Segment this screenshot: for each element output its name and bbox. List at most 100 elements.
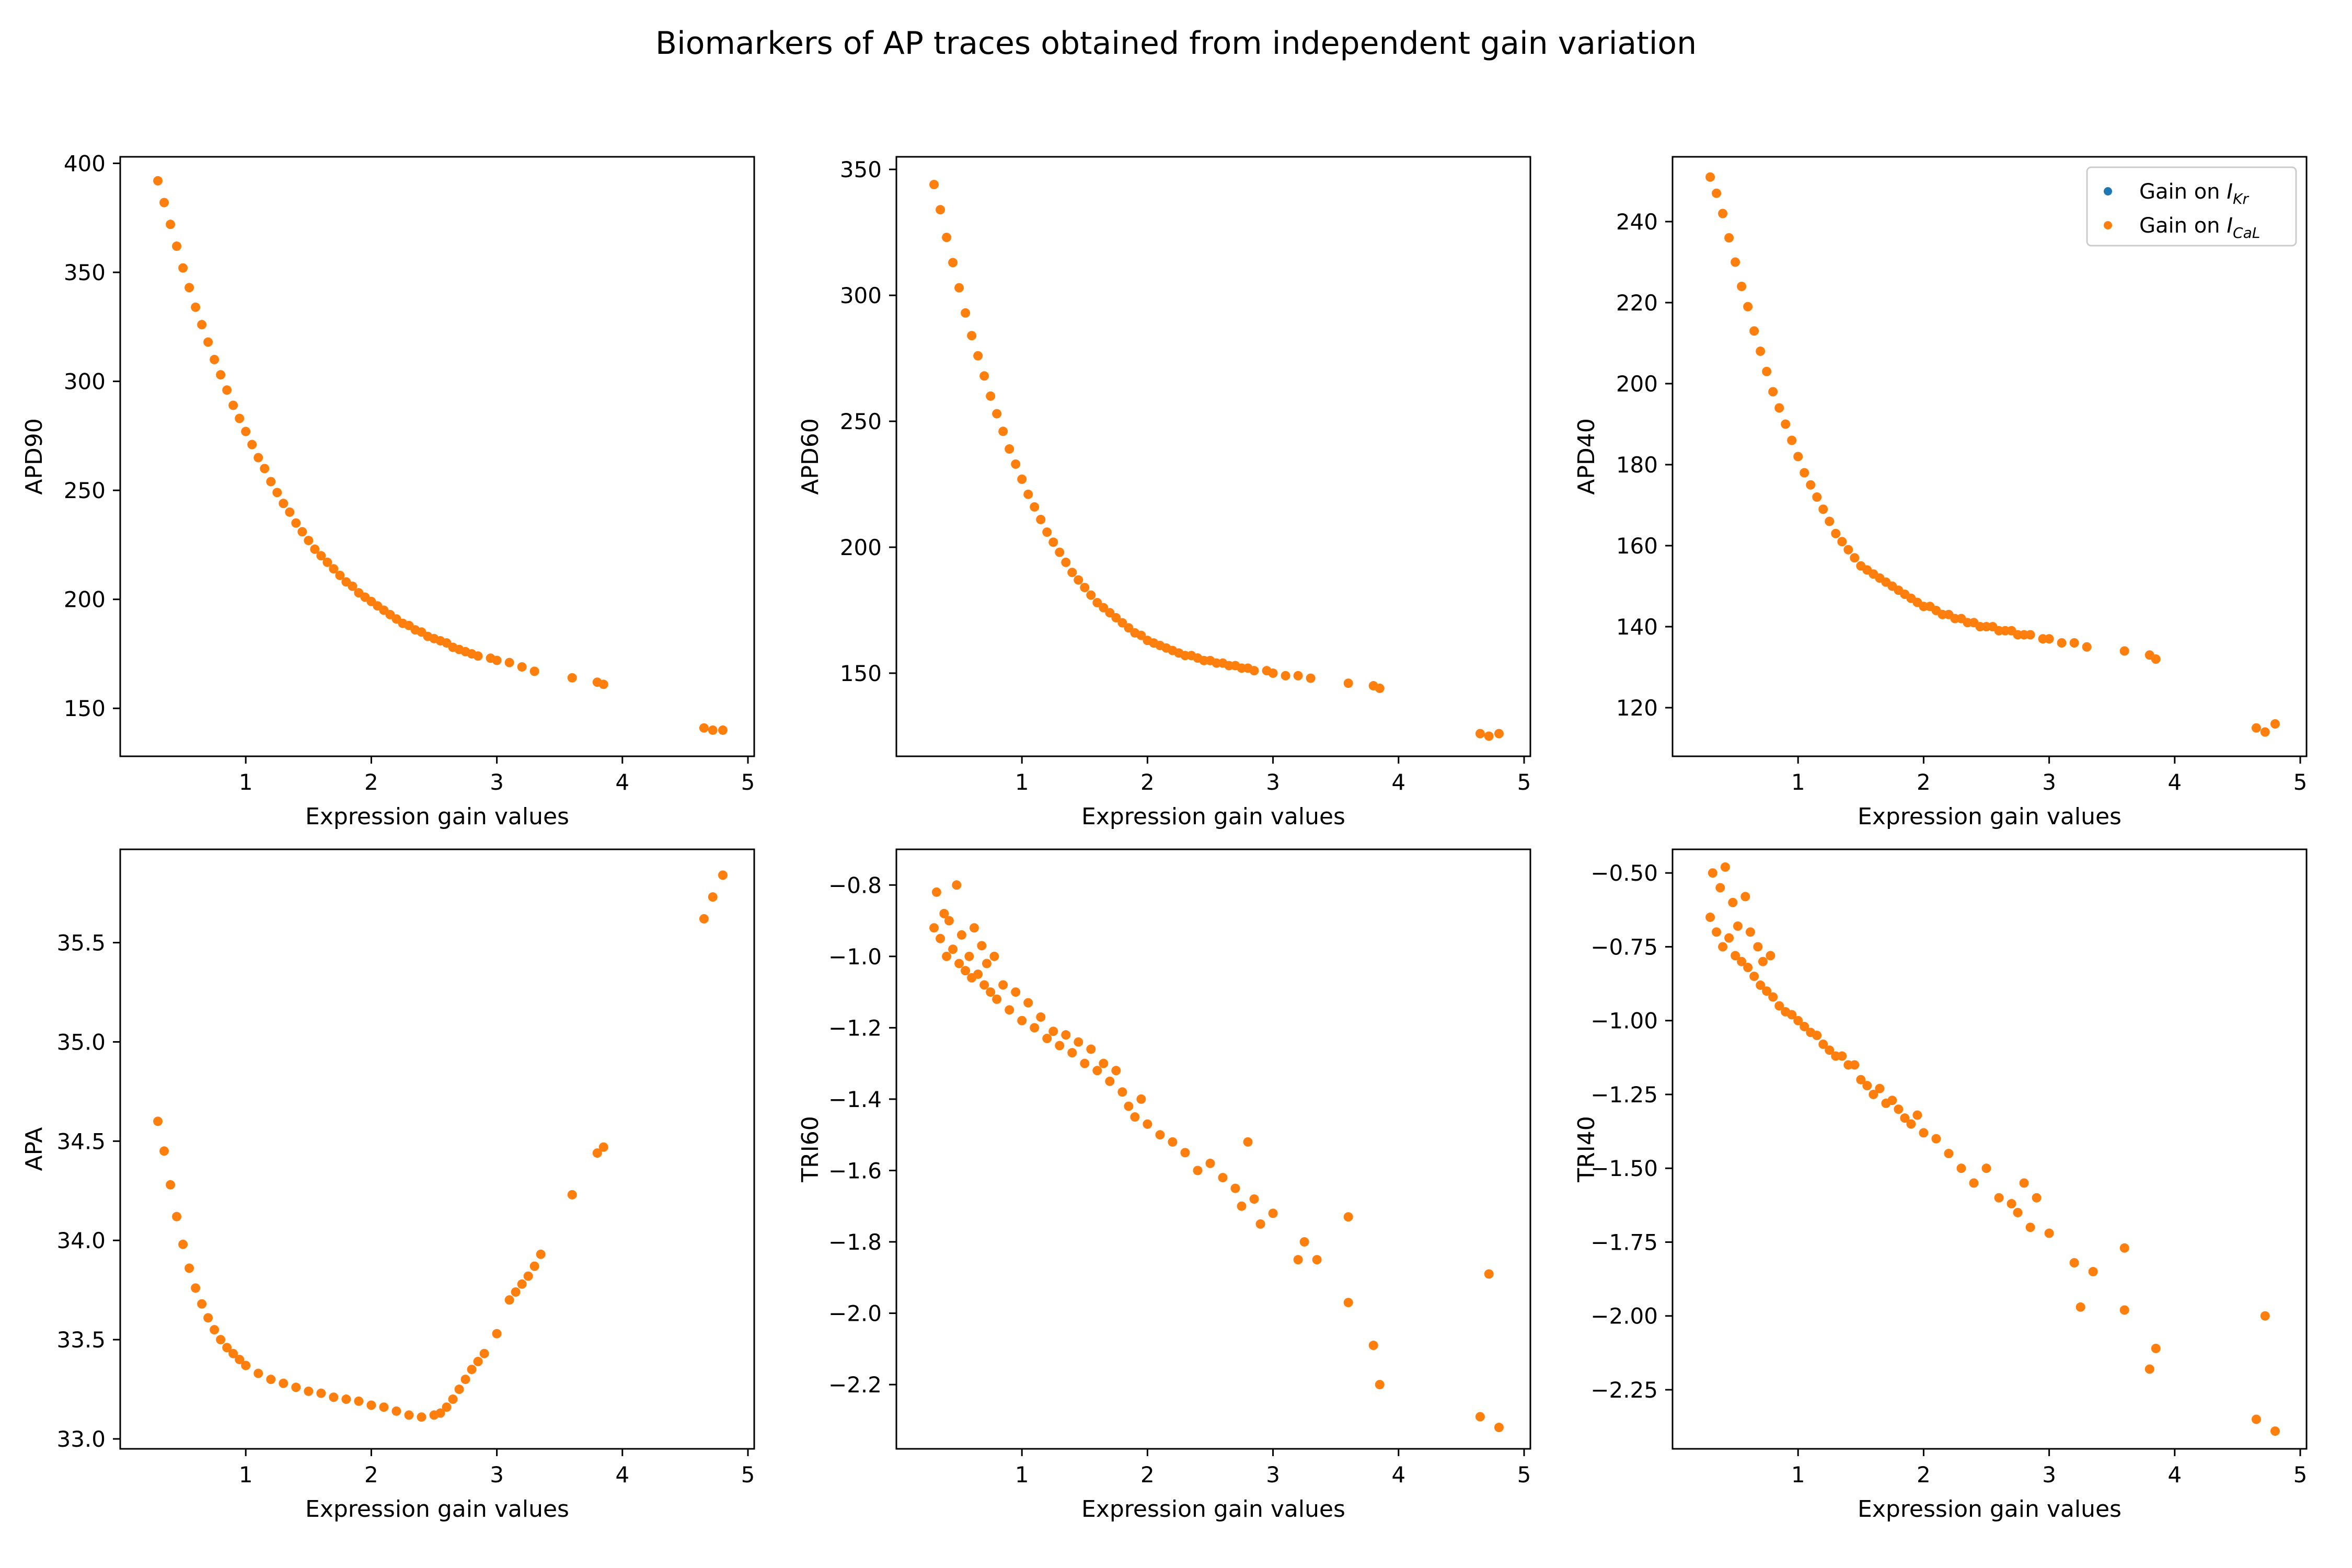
data-point <box>708 725 718 735</box>
data-point <box>2088 1266 2098 1276</box>
y-tick-label: 140 <box>1616 614 1658 640</box>
data-point <box>1237 1201 1247 1211</box>
data-point <box>954 959 964 969</box>
x-tick-label: 3 <box>2042 769 2056 795</box>
y-tick-label: −1.00 <box>1590 1008 1658 1034</box>
legend-marker <box>2104 221 2112 229</box>
series-ical <box>1705 862 2280 1436</box>
data-point <box>2069 638 2079 648</box>
data-point <box>1343 678 1353 688</box>
data-point <box>1724 233 1734 243</box>
data-point <box>1749 326 1759 336</box>
data-point <box>504 658 514 667</box>
data-point <box>1812 492 1822 502</box>
data-point <box>1036 1012 1046 1022</box>
data-point <box>2025 1223 2035 1232</box>
data-point <box>1074 575 1083 585</box>
data-point <box>1042 1033 1052 1043</box>
data-point <box>1956 1163 1966 1173</box>
y-tick-label: −1.25 <box>1590 1082 1658 1108</box>
data-point <box>216 1335 226 1345</box>
axes-frame <box>895 156 1531 757</box>
data-point <box>1086 1044 1096 1054</box>
data-point <box>1793 1016 1803 1025</box>
y-tick-label: 35.0 <box>56 1029 106 1055</box>
data-point <box>291 518 301 528</box>
data-point <box>1774 403 1784 413</box>
data-point <box>191 1283 201 1293</box>
axes-frame <box>119 156 755 757</box>
data-point <box>310 544 320 554</box>
y-tick-label: −1.50 <box>1590 1156 1658 1181</box>
data-point <box>1475 1412 1485 1422</box>
y-tick-label: 150 <box>840 661 882 686</box>
legend: Gain on IKr Gain on ICaL <box>2086 166 2297 247</box>
data-point <box>942 951 952 961</box>
data-point <box>1906 1119 1916 1129</box>
data-point <box>1812 1030 1822 1040</box>
data-point <box>1825 1045 1835 1055</box>
data-point <box>153 176 163 186</box>
subplot-apd60: 1 2 3 4 5 150 200 250 300 350 Expression gain valu… <box>797 156 1531 830</box>
data-point <box>998 980 1008 990</box>
data-point <box>1168 1137 1178 1147</box>
x-tick-label: 2 <box>1140 769 1155 795</box>
data-point <box>1831 528 1841 538</box>
data-point <box>1117 618 1127 628</box>
data-point <box>197 320 207 330</box>
data-point <box>1712 927 1722 937</box>
y-tick-label: −2.2 <box>828 1372 882 1398</box>
data-point <box>1718 209 1728 218</box>
x-tick-label: 4 <box>615 1462 629 1488</box>
data-point <box>529 1261 539 1271</box>
data-point <box>203 1313 213 1323</box>
y-tick-label: 240 <box>1616 209 1658 235</box>
data-point <box>1944 1148 1954 1158</box>
data-point <box>260 464 270 474</box>
y-axis-label: APD60 <box>797 418 824 495</box>
data-point <box>241 426 251 436</box>
data-point <box>1099 603 1109 613</box>
data-point <box>1919 1128 1929 1138</box>
y-tick-label: −1.2 <box>828 1015 882 1041</box>
data-point <box>1753 942 1763 952</box>
data-point <box>2076 1302 2085 1312</box>
data-point <box>986 987 996 997</box>
data-point <box>2151 1343 2161 1353</box>
subplot-apd40: 1 2 3 4 5 120 140 160 180 200 220 240 Expression gai… <box>1573 156 2308 830</box>
x-tick-label: 5 <box>2293 1462 2308 1488</box>
data-point <box>1766 951 1775 961</box>
data-point <box>1781 419 1791 429</box>
legend-marker <box>2104 187 2112 195</box>
x-tick-label: 3 <box>490 769 504 795</box>
data-point <box>354 1396 364 1406</box>
data-point <box>304 1386 314 1396</box>
y-tick-label: 34.0 <box>56 1228 106 1253</box>
data-point <box>1894 1104 1904 1114</box>
x-tick-label: 1 <box>239 1462 253 1488</box>
data-point <box>1850 553 1860 563</box>
data-point <box>172 1212 182 1221</box>
data-point <box>598 1142 608 1152</box>
data-point <box>1230 1183 1240 1193</box>
data-point <box>266 1375 276 1385</box>
data-point <box>1023 489 1033 499</box>
data-point <box>235 413 245 423</box>
data-point <box>1293 1255 1303 1265</box>
data-point <box>1475 729 1485 739</box>
data-point <box>1143 1119 1152 1129</box>
data-point <box>1111 613 1121 622</box>
data-point <box>222 385 232 395</box>
data-point <box>1806 480 1816 490</box>
y-tick-label: 180 <box>1616 452 1658 478</box>
y-tick-label: 150 <box>64 696 106 721</box>
y-tick-label: −1.6 <box>828 1158 882 1183</box>
x-tick-label: 2 <box>364 1462 378 1488</box>
legend-entry-label: Gain on IKr <box>2139 180 2249 207</box>
data-point <box>1733 921 1743 931</box>
data-point <box>1249 666 1259 676</box>
data-point <box>1030 1023 1040 1033</box>
data-point <box>316 551 326 561</box>
x-axis-label: Expression gain values <box>1081 1496 1345 1523</box>
data-point <box>1312 1255 1322 1265</box>
